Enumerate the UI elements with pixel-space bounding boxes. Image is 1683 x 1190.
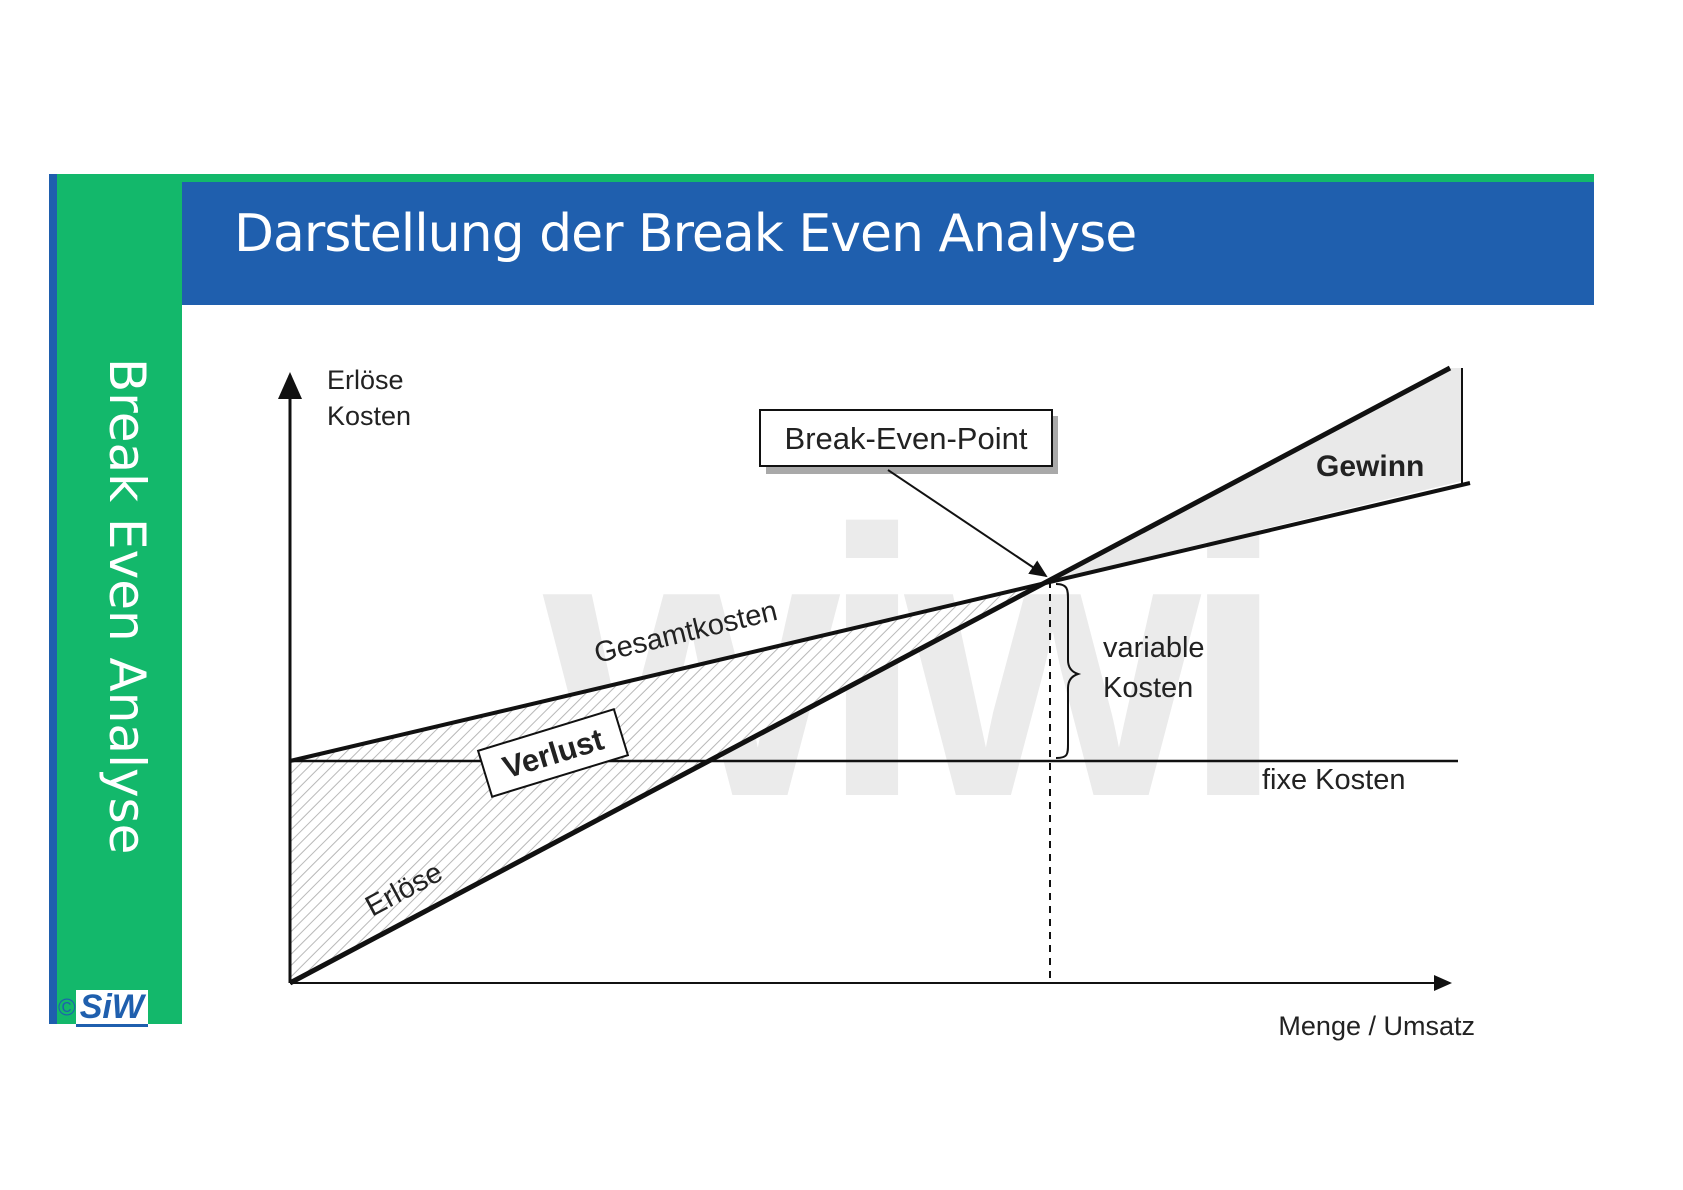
page-title: Darstellung der Break Even Analyse bbox=[234, 204, 1137, 264]
logo: © SiW bbox=[58, 990, 148, 1027]
break-even-label: Break-Even-Point bbox=[785, 421, 1028, 456]
side-title-box: Break Even Analyse bbox=[77, 358, 177, 854]
y-axis-label-line2: Kosten bbox=[327, 401, 411, 431]
siw-logo: SiW bbox=[75, 990, 148, 1027]
header: Darstellung der Break Even Analyse bbox=[182, 182, 1594, 305]
fixe-kosten-label: fixe Kosten bbox=[1262, 764, 1405, 796]
header-accent bbox=[182, 174, 1594, 182]
variable-kosten-brace bbox=[1055, 583, 1082, 759]
y-axis-label-line1: Erlöse bbox=[327, 365, 404, 395]
erloese-line bbox=[288, 365, 1452, 986]
copyright-symbol: © bbox=[58, 994, 76, 1022]
variable-kosten-line1: variable bbox=[1103, 632, 1205, 664]
x-axis-label: Menge / Umsatz bbox=[1278, 1011, 1475, 1041]
break-even-pointer bbox=[887, 469, 1048, 578]
break-even-label-box bbox=[759, 409, 1053, 467]
side-title: Break Even Analyse bbox=[98, 358, 156, 855]
gewinn-label: Gewinn bbox=[1316, 450, 1424, 483]
variable-kosten-line2: Kosten bbox=[1103, 672, 1193, 704]
side-bar bbox=[49, 174, 182, 1024]
gesamtkosten-line bbox=[289, 481, 1471, 763]
